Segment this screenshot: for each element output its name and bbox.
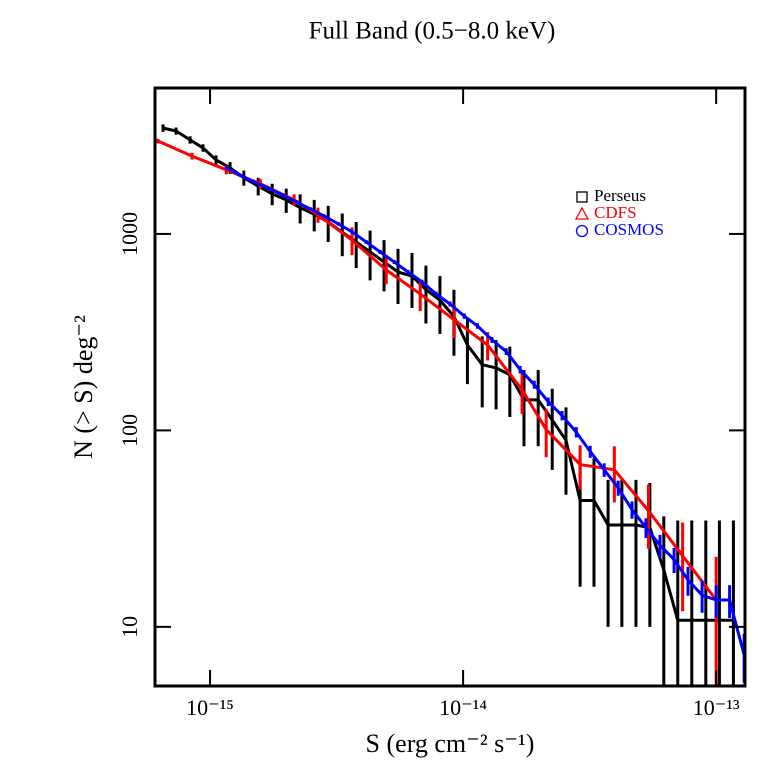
- y-axis-label: N (> S) deg⁻²: [69, 315, 98, 459]
- series-line: [162, 126, 734, 622]
- legend-marker: [574, 206, 590, 220]
- legend-label: Perseus: [594, 186, 646, 205]
- series-line: [225, 166, 745, 656]
- legend-label: COSMOS: [594, 220, 664, 239]
- plot-area: [156, 124, 745, 686]
- legend-marker: [575, 224, 589, 238]
- legend-marker: [576, 191, 588, 203]
- plot-frame: [153, 86, 747, 688]
- chart-title: Full Band (0.5−8.0 keV): [309, 18, 556, 45]
- x-tick-label: 10⁻¹⁴: [439, 695, 487, 720]
- y-tick-label: 10: [117, 616, 142, 638]
- y-tick-label: 100: [117, 414, 142, 447]
- x-axis-label: S (erg cm⁻² s⁻¹): [366, 729, 535, 758]
- y-tick-label: 1000: [117, 212, 142, 256]
- x-tick-label: 10⁻¹⁵: [186, 695, 234, 720]
- x-tick-label: 10⁻¹³: [693, 695, 740, 720]
- legend-label: CDFS: [594, 203, 637, 222]
